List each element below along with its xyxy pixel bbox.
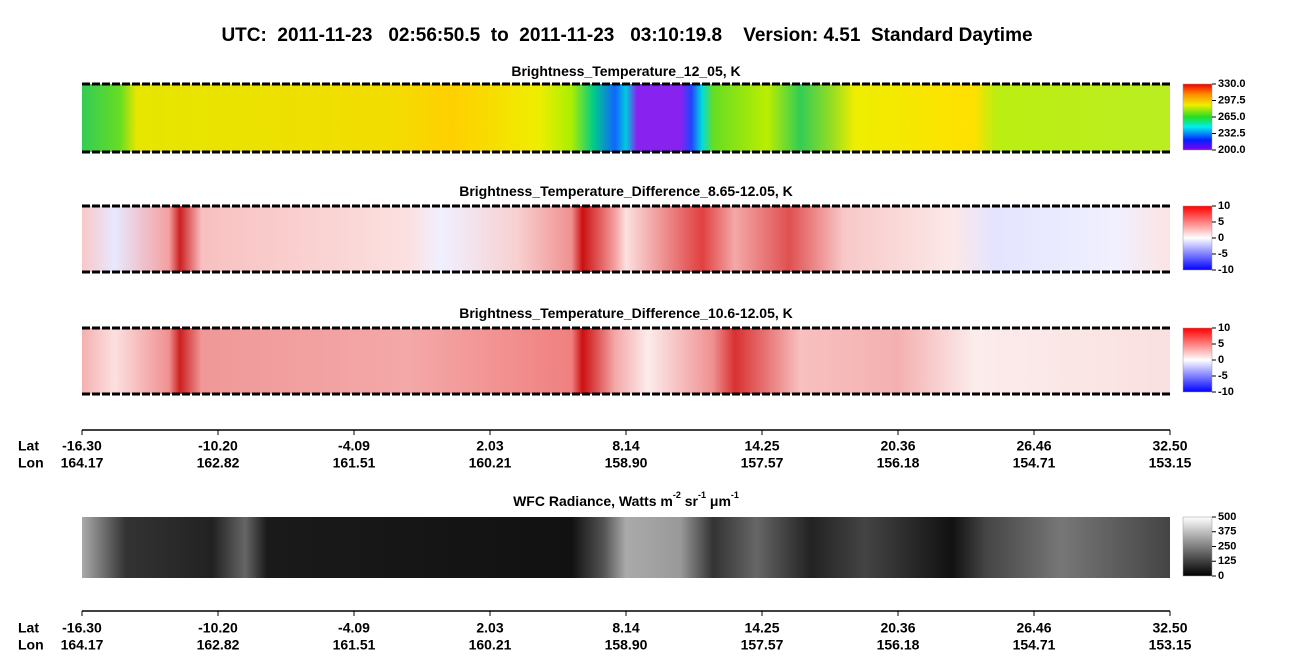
colorbar-tick-label: -10 [1218,264,1234,276]
lat-tick-label: 20.36 [880,620,915,636]
lat-tick-label: 2.03 [476,620,503,636]
lon-tick-label: 164.17 [61,455,104,471]
title-text: Brightness_Temperature_Difference_8.65-1… [459,183,793,199]
lon-tick-label: 161.51 [333,455,376,471]
lon-tick-label: 154.71 [1013,637,1056,653]
lat-tick-label: 32.50 [1152,620,1187,636]
lat-tick-label: 14.25 [744,620,779,636]
lat-tick-label: -10.20 [198,438,238,454]
lat-tick-label: 32.50 [1152,438,1187,454]
title-text: sr [681,493,699,509]
lon-tick-label: 153.15 [1149,637,1192,653]
lat-tick-label: 8.14 [612,620,639,636]
colorbar-tick-label: 10 [1218,322,1230,334]
colorbar-tick-label: -10 [1218,386,1234,398]
colorbar-tick-label: 297.5 [1218,94,1246,106]
lon-tick-label: 156.18 [877,455,920,471]
lat-tick-label: 20.36 [880,438,915,454]
heatmap-image [82,328,1170,394]
lon-tick-label: 160.21 [469,455,512,471]
lat-tick-label: 26.46 [1016,620,1051,636]
lon-label: Lon [18,455,44,471]
title-superscript: -1 [698,490,706,500]
colorbar-tick-label: 0 [1218,232,1224,244]
colorbar-tick-label: 0 [1218,570,1224,582]
colorbar-tick-label: 0 [1218,354,1224,366]
panel-title: WFC Radiance, Watts m-2 sr-1 μm-1 [513,490,739,508]
colorbar-tick-label: 5 [1218,216,1224,228]
lat-tick-label: -16.30 [62,620,102,636]
lat-tick-label: 26.46 [1016,438,1051,454]
lon-tick-label: 164.17 [61,637,104,653]
colorbar-tick-label: 5 [1218,338,1224,350]
colorbar-tick-label: 232.5 [1218,127,1246,139]
colorbar-tick-label: 200.0 [1218,144,1246,156]
lon-tick-label: 158.90 [605,637,648,653]
colorbar-tick-label: 265.0 [1218,111,1246,123]
lat-tick-label: 14.25 [744,438,779,454]
colorbar [1182,327,1213,393]
lon-tick-label: 157.57 [741,455,784,471]
title-text: WFC Radiance, Watts m [513,493,673,509]
lat-tick-label: 8.14 [612,438,639,454]
figure-title: UTC: 2011-11-23 02:56:50.5 to 2011-11-23… [221,25,1032,46]
colorbar-tick-label: 250 [1218,540,1236,552]
lon-tick-label: 158.90 [605,455,648,471]
lon-label: Lon [18,637,44,653]
lon-tick-label: 162.82 [197,455,240,471]
lon-tick-label: 153.15 [1149,455,1192,471]
colorbar-tick-label: 500 [1218,511,1236,523]
lon-tick-label: 161.51 [333,637,376,653]
colorbar-tick-label: 10 [1218,200,1230,212]
colorbar-tick-label: 375 [1218,526,1236,538]
lon-tick-label: 154.71 [1013,455,1056,471]
panel-title: Brightness_Temperature_12_05, K [511,63,740,79]
lat-tick-label: -16.30 [62,438,102,454]
panel-title: Brightness_Temperature_Difference_8.65-1… [459,183,793,199]
colorbar-tick-label: -5 [1218,248,1228,260]
heatmap-image [82,206,1170,272]
title-text: Brightness_Temperature_12_05, K [511,63,740,79]
title-superscript: -2 [673,490,681,500]
lat-tick-label: -4.09 [338,620,370,636]
lat-tick-label: -10.20 [198,620,238,636]
colorbar [1182,83,1213,151]
lat-label: Lat [18,620,39,636]
title-superscript: -1 [731,490,739,500]
heatmap-image [82,84,1170,152]
lon-tick-label: 157.57 [741,637,784,653]
title-text: μm [706,493,731,509]
heatmap-image [82,517,1170,578]
colorbar-tick-label: 125 [1218,555,1236,567]
lat-tick-label: 2.03 [476,438,503,454]
lon-tick-label: 162.82 [197,637,240,653]
colorbar-tick-label: 330.0 [1218,78,1246,90]
lat-label: Lat [18,438,39,454]
panel-title: Brightness_Temperature_Difference_10.6-1… [459,305,793,321]
title-text: Brightness_Temperature_Difference_10.6-1… [459,305,793,321]
lat-tick-label: -4.09 [338,438,370,454]
lon-tick-label: 156.18 [877,637,920,653]
lon-tick-label: 160.21 [469,637,512,653]
colorbar [1182,205,1213,271]
colorbar-tick-label: -5 [1218,370,1228,382]
colorbar [1182,516,1213,577]
